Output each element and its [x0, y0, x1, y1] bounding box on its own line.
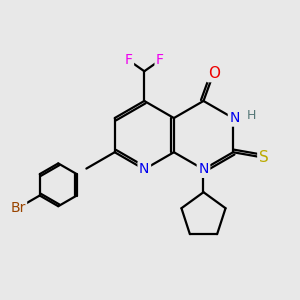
- Text: F: F: [156, 53, 164, 67]
- Text: O: O: [208, 65, 220, 80]
- Text: S: S: [259, 150, 269, 165]
- Text: N: N: [230, 111, 240, 125]
- Text: H: H: [247, 109, 256, 122]
- Text: N: N: [139, 162, 149, 176]
- Text: N: N: [198, 162, 209, 176]
- Text: F: F: [124, 53, 133, 67]
- Text: Br: Br: [10, 201, 26, 215]
